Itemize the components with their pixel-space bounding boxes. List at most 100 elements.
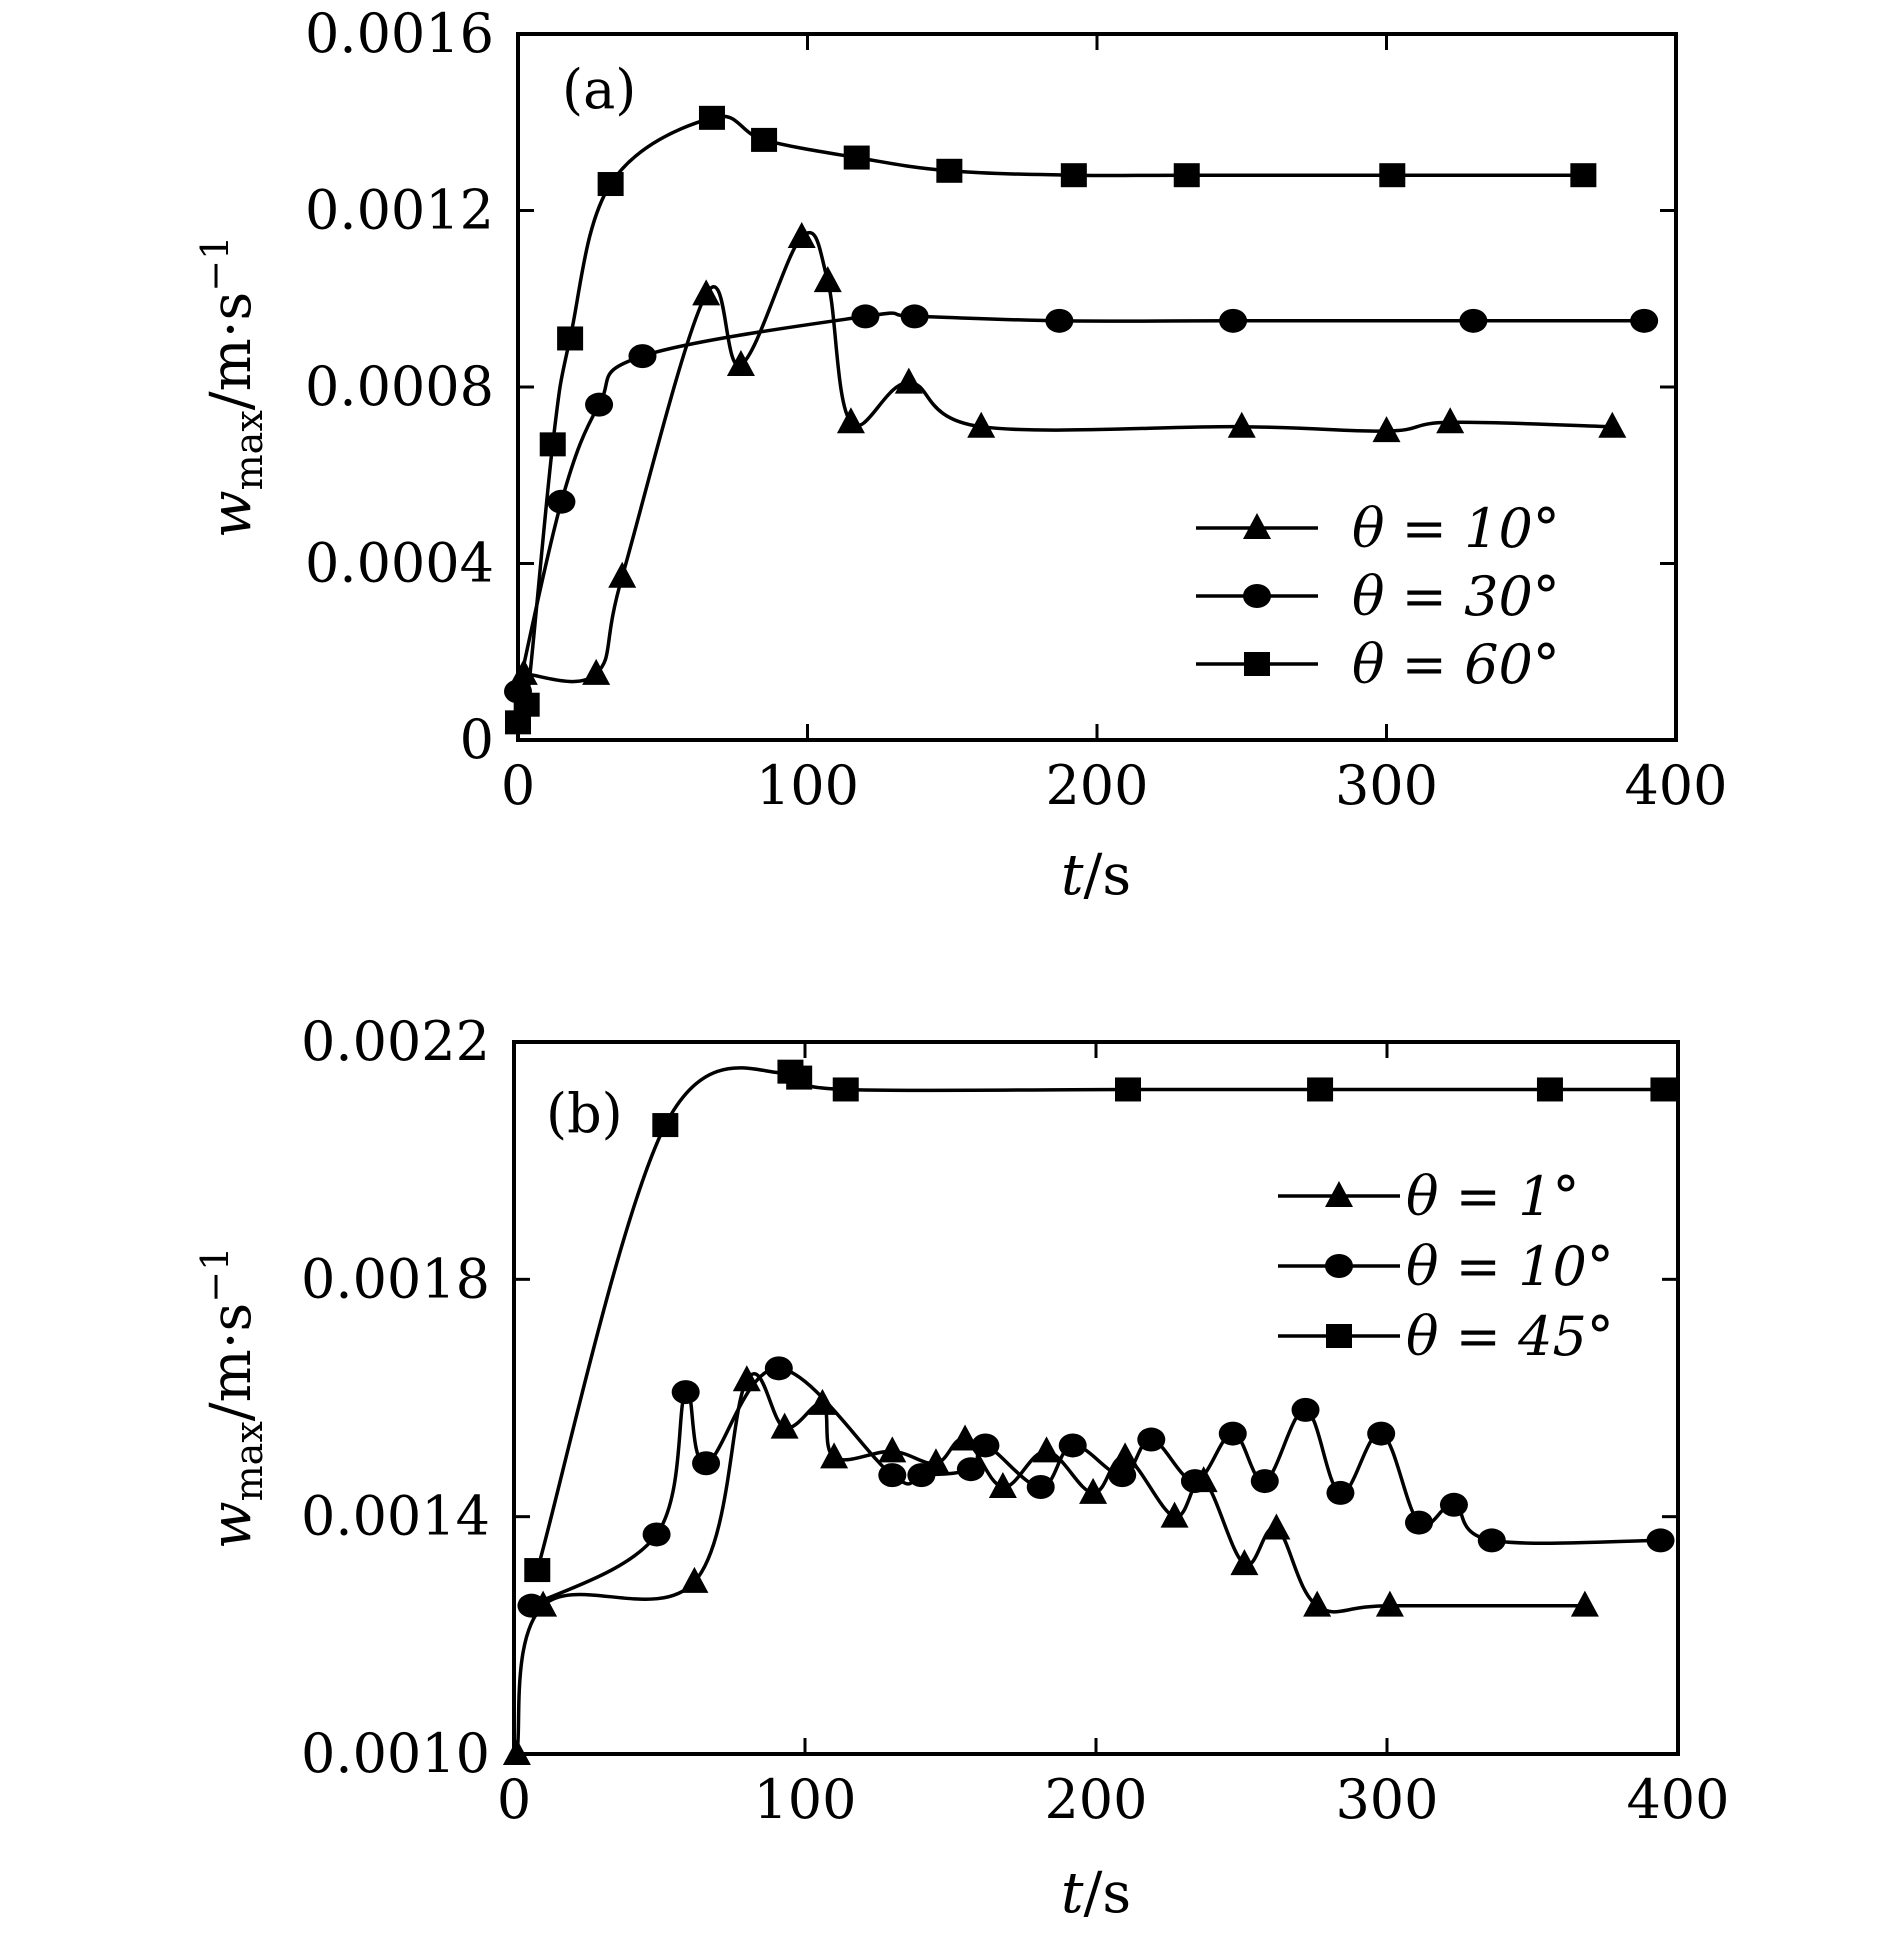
data-point-square bbox=[557, 326, 584, 351]
data-point-square bbox=[1307, 1077, 1334, 1102]
panel-label-b: (b) bbox=[546, 1082, 623, 1145]
panel-label-a: (a) bbox=[562, 58, 636, 121]
data-point-circle bbox=[547, 489, 576, 514]
data-point-triangle bbox=[967, 411, 996, 438]
data-point-triangle bbox=[894, 367, 923, 394]
y-ticks-a: 0 0.0004 0.0008 0.0012 0.0016 bbox=[305, 2, 1676, 771]
x-tick-label: 400 bbox=[1624, 754, 1727, 817]
data-point-triangle bbox=[1032, 1436, 1061, 1463]
legend-label: θ = 45° bbox=[1406, 1305, 1614, 1368]
y-ticks-b: 0.0010 0.0014 0.0018 0.0022 bbox=[301, 1010, 1678, 1785]
legend-label: θ = 10° bbox=[1406, 1235, 1614, 1298]
data-point-circle bbox=[1250, 1469, 1279, 1494]
data-point-circle bbox=[1477, 1528, 1506, 1553]
data-point-square bbox=[652, 1113, 679, 1138]
legend-a: θ = 10°θ = 30°θ = 60° bbox=[1196, 497, 1560, 696]
series-line-triangle bbox=[523, 230, 1613, 684]
data-point-triangle bbox=[1079, 1477, 1108, 1504]
data-point-triangle bbox=[1160, 1501, 1189, 1528]
data-point-circle bbox=[1026, 1475, 1055, 1499]
x-tick-label: 300 bbox=[1335, 1768, 1438, 1831]
series-b bbox=[502, 1059, 1677, 1765]
x-ticks-a: 0 100 200 300 400 bbox=[501, 34, 1728, 817]
y-axis-label-a: wmax/m·s−1 bbox=[193, 236, 271, 539]
data-point-square bbox=[1379, 163, 1406, 188]
x-tick-label: 200 bbox=[1045, 754, 1148, 817]
legend-marker-triangle bbox=[1243, 513, 1271, 539]
data-point-square bbox=[1536, 1077, 1563, 1102]
data-point-triangle bbox=[813, 266, 842, 293]
legend-label: θ = 10° bbox=[1352, 497, 1560, 560]
data-point-triangle bbox=[1598, 411, 1627, 438]
data-point-square bbox=[1650, 1077, 1677, 1102]
x-axis-label-b: t/s bbox=[1061, 1861, 1131, 1926]
x-tick-label: 400 bbox=[1626, 1768, 1729, 1831]
data-point-triangle bbox=[820, 1442, 849, 1469]
data-point-triangle bbox=[1262, 1513, 1291, 1540]
data-point-square bbox=[1173, 163, 1200, 188]
data-point-triangle bbox=[836, 407, 865, 434]
data-point-circle bbox=[517, 1593, 546, 1618]
data-point-circle bbox=[671, 1380, 700, 1405]
data-point-triangle bbox=[1227, 411, 1256, 438]
data-point-triangle bbox=[680, 1566, 709, 1593]
y-tick-label: 0.0022 bbox=[301, 1010, 490, 1073]
panel-b: 0.0010 0.0014 0.0018 0.0022 0 100 200 300 400 (… bbox=[193, 1010, 1730, 1926]
y-tick-label: 0.0014 bbox=[301, 1485, 490, 1548]
data-point-square bbox=[1115, 1077, 1142, 1102]
data-point-square bbox=[597, 172, 624, 197]
data-point-circle bbox=[642, 1522, 671, 1547]
data-point-circle bbox=[764, 1356, 793, 1381]
x-tick-label: 100 bbox=[756, 754, 859, 817]
data-point-circle bbox=[900, 304, 929, 329]
data-point-circle bbox=[628, 344, 657, 369]
y-tick-label: 0 bbox=[460, 708, 494, 771]
data-point-square bbox=[539, 432, 566, 457]
x-ticks-b: 0 100 200 300 400 bbox=[497, 1042, 1730, 1831]
legend-marker-square bbox=[1244, 652, 1270, 676]
data-point-triangle bbox=[1436, 407, 1465, 434]
data-point-square bbox=[698, 105, 725, 130]
data-point-triangle bbox=[1372, 416, 1401, 443]
data-point-triangle bbox=[988, 1472, 1017, 1498]
data-point-square bbox=[524, 1558, 551, 1583]
data-point-square bbox=[751, 127, 778, 152]
y-tick-label: 0.0008 bbox=[305, 355, 494, 418]
data-point-triangle bbox=[1375, 1590, 1404, 1617]
data-point-circle bbox=[1367, 1421, 1396, 1446]
data-point-circle bbox=[1291, 1397, 1320, 1422]
legend-label: θ = 1° bbox=[1406, 1165, 1579, 1228]
x-axis-label-a: t/s bbox=[1061, 843, 1131, 908]
data-point-circle bbox=[1219, 308, 1248, 333]
legend-marker-circle bbox=[1325, 1254, 1353, 1278]
data-point-triangle bbox=[692, 279, 721, 306]
y-axis-label-b: wmax/m·s−1 bbox=[193, 1247, 271, 1550]
legend-b: θ = 1° θ = 10° θ = 45° bbox=[1278, 1165, 1614, 1368]
y-tick-label: 0.0010 bbox=[301, 1722, 490, 1785]
data-point-circle bbox=[1108, 1463, 1137, 1488]
data-point-circle bbox=[1180, 1469, 1209, 1494]
data-point-circle bbox=[1137, 1427, 1166, 1452]
x-tick-label: 300 bbox=[1335, 754, 1438, 817]
data-point-triangle bbox=[878, 1436, 907, 1463]
data-point-square bbox=[936, 158, 963, 183]
data-point-triangle bbox=[787, 221, 816, 248]
data-point-triangle bbox=[1230, 1549, 1259, 1576]
series-line-triangle bbox=[515, 1372, 1585, 1755]
data-point-circle bbox=[1459, 308, 1488, 333]
data-point-circle bbox=[1058, 1433, 1087, 1458]
legend-marker-triangle bbox=[1325, 1181, 1353, 1207]
data-point-square bbox=[513, 692, 540, 717]
data-point-circle bbox=[585, 392, 614, 417]
data-point-triangle bbox=[770, 1412, 799, 1439]
data-point-square bbox=[832, 1077, 859, 1102]
data-point-circle bbox=[1218, 1421, 1247, 1446]
data-point-triangle bbox=[502, 1739, 531, 1765]
data-point-triangle bbox=[1111, 1442, 1140, 1469]
data-point-triangle bbox=[582, 658, 611, 685]
data-point-circle bbox=[878, 1463, 907, 1488]
data-point-circle bbox=[1045, 308, 1074, 333]
y-tick-label: 0.0018 bbox=[301, 1247, 490, 1310]
data-point-triangle bbox=[1303, 1590, 1332, 1617]
